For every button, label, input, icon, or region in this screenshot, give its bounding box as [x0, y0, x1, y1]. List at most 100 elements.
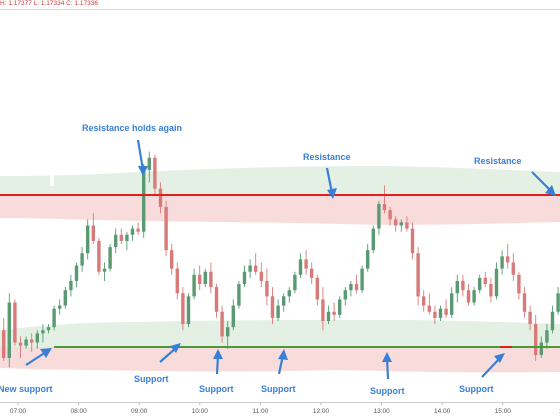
candle — [444, 299, 448, 318]
resistance-lower-zone — [0, 195, 560, 225]
candle — [170, 244, 174, 275]
x-tick-label: 13:00 — [373, 408, 390, 415]
candle-body — [35, 333, 39, 343]
candle — [517, 271, 521, 300]
arrow-resistance-holds — [136, 139, 148, 176]
candle — [478, 274, 482, 294]
candle — [125, 231, 129, 251]
candle — [265, 268, 269, 306]
candle — [332, 302, 336, 321]
candle-body — [461, 280, 465, 291]
candle — [483, 271, 487, 288]
ohlc-h-label: H: — [0, 0, 9, 7]
arrow-support-5 — [481, 353, 505, 378]
candle-body — [237, 284, 241, 306]
candle-body — [186, 296, 191, 325]
support-lower-zone — [0, 347, 560, 373]
annotation-resistance-holds-again: Resistance holds again — [82, 123, 182, 133]
candle — [455, 274, 459, 303]
candle — [349, 280, 353, 297]
candle — [231, 299, 235, 331]
candle — [214, 284, 219, 318]
candle — [522, 287, 527, 318]
candle — [119, 228, 123, 244]
candle-body — [2, 330, 6, 358]
ohlc-l-value: 1.17334 — [40, 0, 65, 7]
candle-body — [310, 268, 314, 278]
candle — [248, 259, 252, 278]
candle — [259, 262, 263, 288]
candle-body — [349, 284, 353, 291]
candle — [282, 293, 286, 312]
candle-body — [287, 290, 291, 297]
candle — [315, 274, 319, 306]
candle-body — [41, 330, 45, 334]
candle-body — [74, 265, 79, 281]
resistance-upper-zone — [0, 166, 560, 195]
candle-body — [91, 225, 95, 241]
candle — [506, 244, 510, 269]
candle-body — [444, 308, 448, 315]
candle-body — [388, 210, 392, 220]
candle-body — [136, 228, 140, 232]
candle — [399, 219, 403, 232]
ohlc-c-value: 1.17336 — [74, 0, 98, 7]
candle-body — [500, 256, 504, 269]
candle — [18, 336, 23, 358]
candle-body — [102, 268, 107, 272]
candle — [377, 200, 381, 235]
candle-body — [483, 277, 487, 285]
candle — [254, 253, 258, 275]
candle-body — [214, 287, 219, 312]
candle — [58, 299, 62, 315]
candle-body — [494, 268, 499, 297]
candle — [91, 213, 95, 244]
candle — [321, 287, 325, 331]
candle — [7, 293, 11, 368]
candle-body — [242, 271, 247, 285]
candle-body — [405, 222, 409, 229]
candle-body — [550, 311, 555, 331]
candle — [158, 182, 163, 214]
candle — [226, 321, 230, 349]
arrow-resistance-2 — [531, 171, 556, 196]
candle — [2, 317, 6, 362]
candle-body — [259, 271, 263, 281]
candle-body — [125, 234, 129, 241]
candle — [489, 277, 493, 303]
annotation-support-1: Support — [134, 374, 169, 384]
candle — [343, 287, 347, 306]
arrow-resistance-1 — [325, 167, 337, 199]
candle-body — [282, 296, 286, 306]
candle — [550, 305, 555, 334]
candle — [30, 333, 34, 352]
arrow-support-3 — [277, 349, 288, 375]
candle — [153, 154, 157, 195]
candle-body — [119, 234, 123, 241]
candle-body — [382, 203, 387, 211]
candle-body — [534, 324, 538, 355]
candle-body — [489, 284, 493, 297]
candle — [142, 163, 146, 238]
candle — [97, 237, 101, 275]
candle-body — [343, 290, 347, 300]
candle-body — [175, 268, 179, 294]
candle — [203, 268, 207, 288]
candle — [382, 185, 387, 214]
annotation-support-5: Support — [459, 384, 494, 394]
candle — [186, 293, 191, 328]
candle — [326, 305, 331, 325]
candle — [466, 284, 471, 306]
candle — [192, 268, 196, 300]
candle-body — [399, 222, 403, 226]
candle-body — [466, 290, 471, 303]
candles — [2, 151, 560, 368]
candle — [80, 247, 84, 272]
candle-body — [198, 274, 202, 285]
ohlc-c-label: C: — [64, 0, 75, 7]
candle — [298, 253, 303, 278]
candle — [46, 324, 51, 334]
candle — [304, 250, 308, 275]
candle-body — [158, 188, 163, 208]
ohlc-l-label: L: — [31, 0, 41, 7]
